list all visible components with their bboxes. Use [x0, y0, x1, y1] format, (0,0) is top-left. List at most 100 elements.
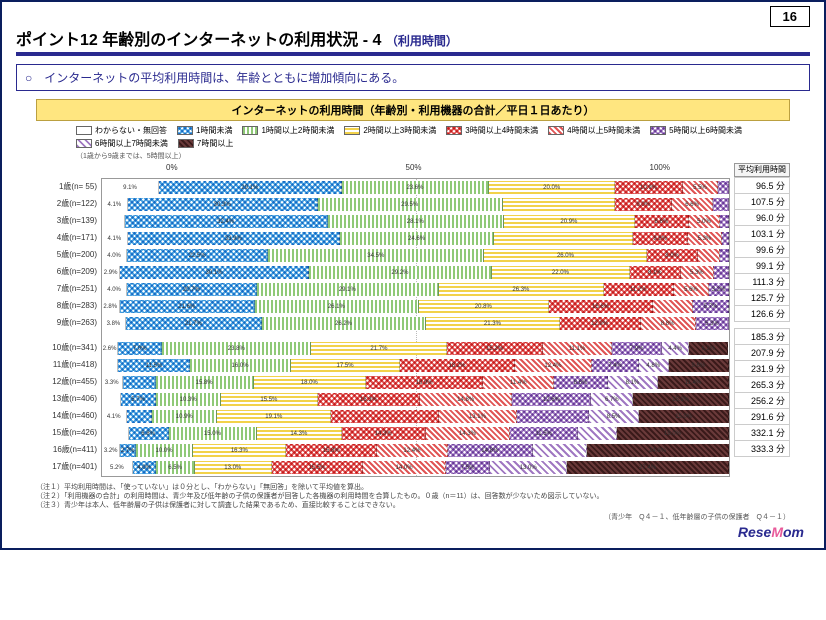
bar-segment: 11.4% [483, 376, 554, 389]
bar-row: 32.4%28.1%20.9%8.6%5.0% [102, 213, 729, 230]
bar-segment: 15.5% [272, 461, 364, 474]
bars-area: 9.1%29.1%23.6%20.0%10.9%5.5%4.1%30.3%29.… [101, 178, 730, 477]
row-label: 8歳(n=283) [36, 297, 101, 314]
bar-segment: 29.1% [159, 181, 341, 194]
legend: わからない・無回答1時間未満1時間以上2時間未満2時間以上3時間未満3時間以上4… [76, 125, 790, 149]
avg-value: 332.1 分 [734, 424, 790, 441]
bar-segment: 26.2% [262, 317, 426, 330]
legend-label: 2時間以上3時間未満 [363, 125, 436, 136]
bar-row: 4.1%10.9%19.1%13.1%8.5%15.0% [102, 408, 729, 425]
bar-segment: 20.0% [489, 181, 614, 194]
bar-segment: 19.1% [217, 410, 331, 423]
row-label: 7歳(n=251) [36, 280, 101, 297]
bar-segment: 2.8% [102, 300, 120, 313]
bar-segment: 15.8% [286, 444, 376, 457]
bar-segment: 4.0% [102, 249, 127, 262]
footnote-line: （注３）青少年は本人、低年齢層の子供は保護者に対して調査した結果であるため、直接… [36, 501, 790, 510]
bar-segment: 15.0% [639, 410, 729, 423]
bar-segment: 29.1% [257, 283, 439, 296]
bar-segment [720, 249, 729, 262]
bar-segment: 4.0% [133, 461, 157, 474]
bar-row: 2.6%7.0%23.8%21.7%15.2%11.1%7.9%4.4%6.2% [102, 340, 729, 357]
bar-segment: 14.3% [426, 427, 510, 440]
bar-segment: 22.0% [492, 266, 630, 279]
bar-row: 9.1%29.1%23.6%20.0%10.9%5.5% [102, 179, 729, 196]
avg-value: 96.5 分 [734, 177, 790, 194]
bar-segment: 3.2% [102, 444, 120, 457]
avg-value: 99.6 分 [734, 241, 790, 258]
row-label: 11歳(n=418) [36, 356, 101, 373]
legend-item: 4時間以上5時間未満 [548, 125, 640, 136]
bar-segment: 2.6% [102, 342, 118, 355]
bar-segment: 5.7% [121, 393, 157, 406]
bar-segment: 21.7% [311, 342, 447, 355]
bar-segment: 13.1% [439, 410, 517, 423]
bar-segment: 5.5% [683, 181, 717, 194]
bar-row: 3.2%2.7%10.0%16.3%15.8%12.4%14.8%24.8% [102, 442, 729, 459]
row-label: 17歳(n=401) [36, 458, 101, 475]
avg-value: 96.0 分 [734, 209, 790, 226]
bar-segment: 20.7% [127, 283, 257, 296]
bar-segment: 14.3% [257, 427, 341, 440]
avg-value: 265.3 分 [734, 376, 790, 393]
bar-segment [698, 249, 720, 262]
title-sub: （利用時間） [386, 34, 458, 48]
legend-label: 1時間未満 [196, 125, 232, 136]
avg-value: 207.9 分 [734, 344, 790, 361]
bar-segment: 6.5% [156, 461, 194, 474]
legend-swatch [76, 139, 92, 148]
row-label: 13歳(n=406) [36, 390, 101, 407]
bar-segment [718, 181, 729, 194]
legend-item: 2時間以上3時間未満 [344, 125, 436, 136]
bar-segment: 11.1% [543, 342, 613, 355]
page-number: 16 [770, 6, 810, 27]
title-main: ポイント12 年齢別のインターネットの利用状況 - 4 [16, 32, 381, 49]
bar-segment [517, 410, 589, 423]
bar-segment: 5.3% [696, 317, 729, 330]
bar-segment: 4.1% [102, 232, 128, 245]
legend-swatch [446, 126, 462, 135]
bar-segment: 10.9% [615, 181, 683, 194]
bar-segment [653, 300, 693, 313]
bar-segment: 17.5% [291, 359, 401, 372]
bar-segment: 6.7% [591, 393, 633, 406]
bar-segment: 3.8% [102, 317, 126, 330]
bar-segment: 23.6% [342, 181, 490, 194]
axis-100: 100% [650, 163, 670, 178]
bar-segment [713, 198, 729, 211]
avg-header: 平均利用時間 [734, 163, 790, 177]
bar-segment: 12.4% [515, 359, 593, 372]
bar-segment: 30.3% [128, 198, 318, 211]
avg-value: 126.6 分 [734, 305, 790, 322]
bar-segment: 15.5% [221, 393, 318, 406]
avg-value: 103.1 分 [734, 225, 790, 242]
legend-label: 4時間以上5時間未満 [567, 125, 640, 136]
avg-value: 107.5 分 [734, 193, 790, 210]
bar-segment: 5.3% [688, 232, 721, 245]
bar-segment: 4.8% [639, 359, 669, 372]
bar-segment: 18.9% [366, 376, 484, 389]
legend-item: わからない・無回答 [76, 125, 167, 136]
bar-segment: 33.9% [128, 232, 340, 245]
bar-segment: 5.2% [102, 461, 133, 474]
bar-row: 4.0%20.7%29.1%26.3%11.2%5.6%3.2% [102, 281, 729, 298]
bar-segment: 4.1% [102, 198, 128, 211]
row-label: 15歳(n=426) [36, 424, 101, 441]
bar-row: 4.0%22.5%34.5%26.0%8.0% [102, 247, 729, 264]
bar-segment: 10.9% [152, 410, 217, 423]
bar-segment: 11.2% [604, 283, 674, 296]
bar-segment: 16.3% [193, 444, 286, 457]
bar-segment [102, 359, 118, 372]
row-label: 2歳(n=122) [36, 195, 101, 212]
bar-segment: 13.0% [195, 461, 272, 474]
bar-segment: 9.6% [669, 359, 729, 372]
bar-row: 2.8%21.6%26.1%20.8%16.6%5.7% [102, 298, 729, 315]
bar-segment: 14.3% [342, 427, 426, 440]
legend-swatch [178, 139, 194, 148]
bar-segment: 8.1% [608, 376, 658, 389]
bar-segment: 32.4% [125, 215, 328, 228]
bar-segment: 8.8% [641, 317, 696, 330]
bar-segment: 18.2% [400, 359, 514, 372]
bar-row: 2.9%30.1%29.2%22.0%8.1%5.3% [102, 264, 729, 281]
bar-segment: 8.0% [647, 249, 697, 262]
